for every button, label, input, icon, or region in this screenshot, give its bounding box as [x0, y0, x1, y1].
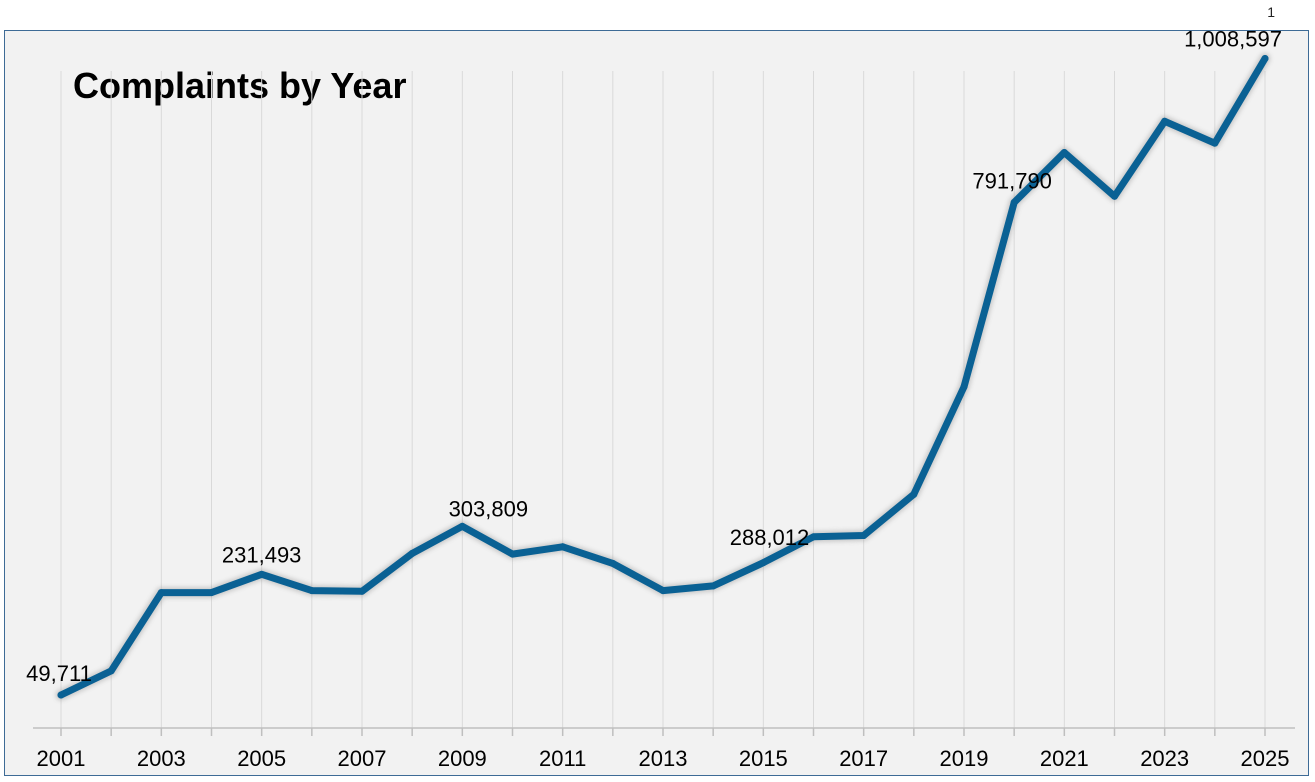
- data-point-2004: [208, 589, 215, 597]
- data-point-2020: [1010, 198, 1018, 206]
- data-point-2015: [759, 559, 767, 567]
- data-point-2022: [1111, 192, 1118, 200]
- data-point-2021: [1060, 148, 1068, 156]
- x-tick-label-2003: 2003: [137, 746, 186, 771]
- x-axis-tick-labels: 2001 2003 2005 2007 2009 2011 2013 2015 2017 2019…: [37, 746, 1290, 771]
- x-tick-label-2017: 2017: [839, 746, 888, 771]
- x-tick-label-2013: 2013: [639, 746, 688, 771]
- data-point-2018: [910, 490, 918, 498]
- data-label-2016: 288,012: [730, 525, 810, 550]
- x-tick-label-2005: 2005: [237, 746, 286, 771]
- x-tick-label-2019: 2019: [940, 746, 989, 771]
- series-group: [55, 53, 1271, 701]
- data-labels: 49,711 231,493 303,809 288,012 791,790 1,008,…: [26, 31, 1282, 686]
- data-label-2020: 791,790: [972, 168, 1052, 193]
- data-point-2017: [860, 531, 868, 539]
- x-axis-ticks: [60, 728, 1266, 736]
- data-point-2013: [659, 587, 667, 595]
- data-label-2009: 303,809: [449, 496, 529, 521]
- chart-frame: Complaints by Year 2001 2003 2005 2007 2009 2…: [4, 30, 1309, 776]
- data-point-2005: [258, 570, 266, 578]
- page-number: 1: [1267, 4, 1275, 20]
- x-tick-label-2001: 2001: [37, 746, 86, 771]
- data-point-2008: [408, 549, 416, 557]
- data-point-2012: [609, 559, 617, 567]
- x-tick-label-2023: 2023: [1140, 746, 1189, 771]
- data-point-2016: [810, 533, 817, 541]
- vertical-gridlines: [60, 71, 1266, 728]
- data-point-2014: [709, 582, 717, 590]
- data-point-2025: [1261, 54, 1269, 62]
- x-tick-label-2021: 2021: [1040, 746, 1089, 771]
- data-point-2010: [509, 550, 516, 558]
- data-point-2023: [1161, 117, 1169, 125]
- data-point-2006: [308, 587, 316, 595]
- data-point-2007: [358, 587, 366, 595]
- line-chart: Complaints by Year 2001 2003 2005 2007 2009 2…: [26, 31, 1295, 771]
- data-point-2009: [458, 522, 466, 530]
- x-tick-label-2007: 2007: [338, 746, 387, 771]
- x-tick-label-2015: 2015: [739, 746, 788, 771]
- x-tick-label-2025: 2025: [1241, 746, 1290, 771]
- data-point-2002: [107, 667, 115, 675]
- chart-title: Complaints by Year: [73, 65, 406, 106]
- x-tick-label-2009: 2009: [438, 746, 487, 771]
- data-point-2019: [960, 383, 968, 391]
- x-tick-label-2011: 2011: [539, 746, 586, 771]
- data-point-2024: [1211, 139, 1219, 147]
- data-label-2001: 49,711: [26, 661, 92, 686]
- data-point-2011: [559, 543, 567, 551]
- data-label-2005: 231,493: [222, 542, 302, 567]
- data-label-2025: 1,008,597: [1184, 31, 1282, 51]
- data-point-2001: [57, 691, 65, 699]
- data-point-2003: [157, 589, 165, 597]
